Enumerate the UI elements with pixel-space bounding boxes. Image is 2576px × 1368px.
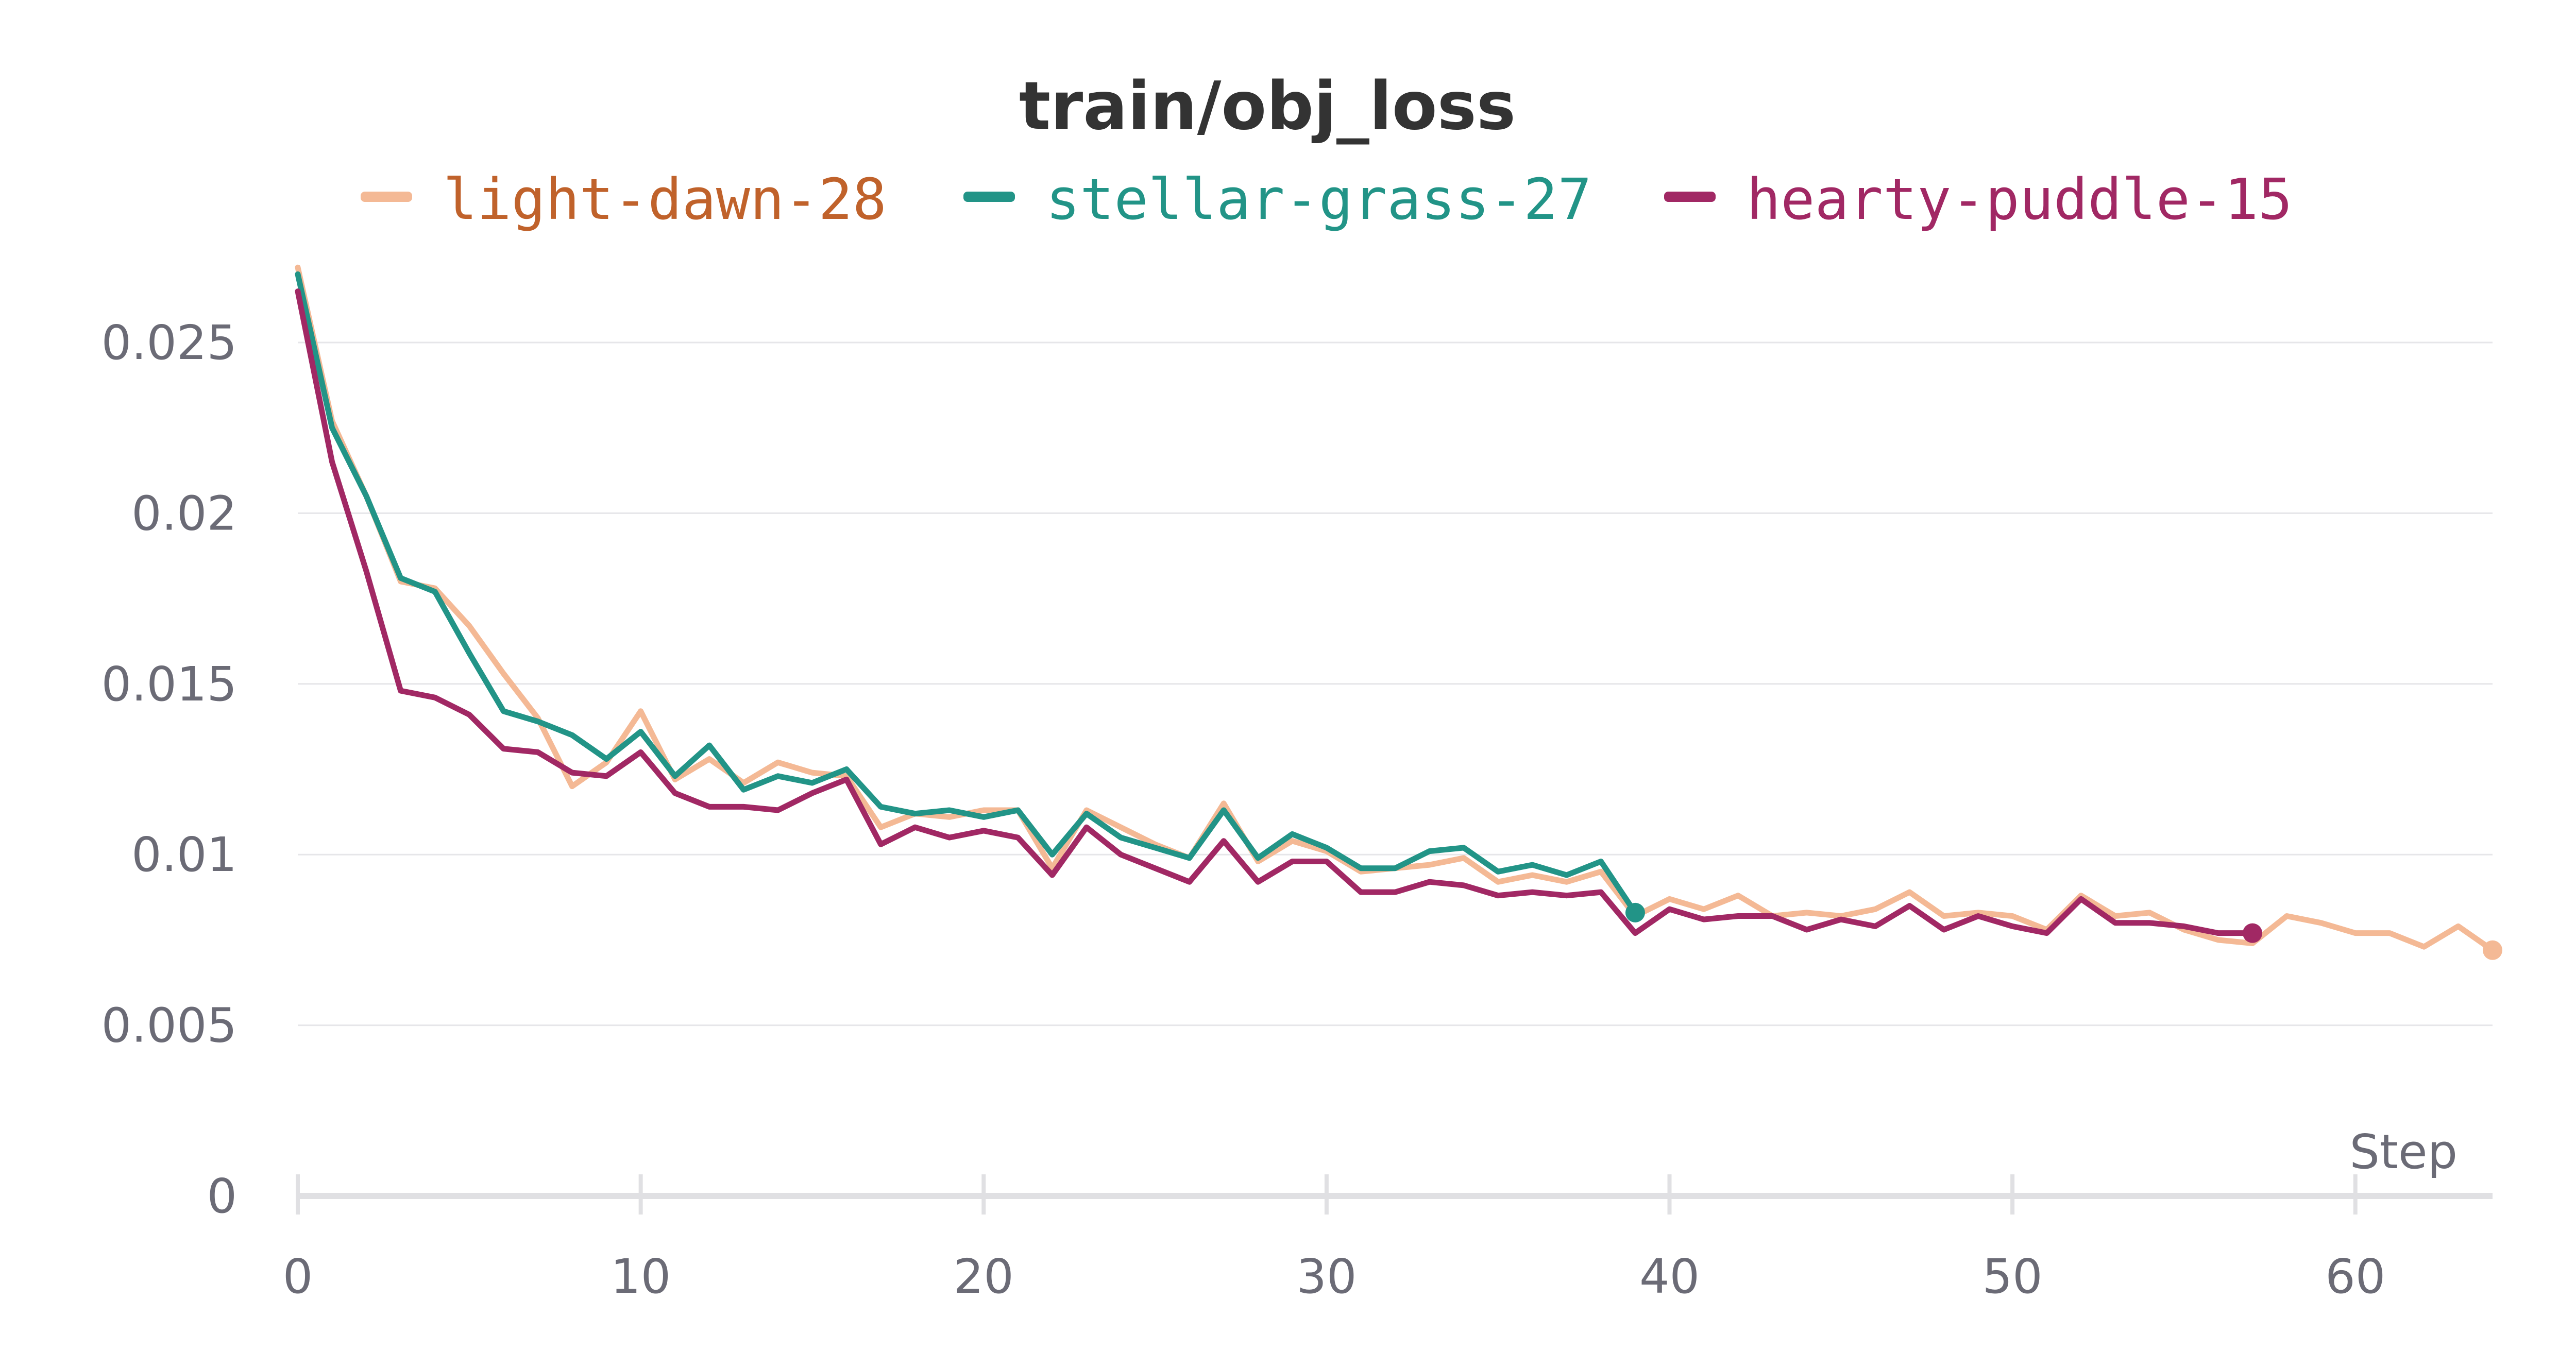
series-group <box>295 264 2502 960</box>
y-tick-label: 0.005 <box>101 998 237 1053</box>
legend-swatch <box>1664 192 1716 202</box>
legend-swatch <box>963 192 1015 202</box>
legend-swatch <box>361 192 412 202</box>
series-line-light-dawn-28 <box>295 264 2496 953</box>
y-tick-label: 0.015 <box>101 657 237 712</box>
legend-label: light-dawn-28 <box>443 166 887 232</box>
x-axis-title: Step <box>2350 1124 2458 1179</box>
x-tick-label: 0 <box>283 1249 313 1304</box>
series-line-stellar-grass-27 <box>295 271 1638 916</box>
grid <box>298 341 2493 1027</box>
series-endpoint-light-dawn-28 <box>2483 940 2502 960</box>
chart-title: train/obj_loss <box>1019 68 1516 145</box>
series-line-hearty-puddle-15 <box>295 288 2256 936</box>
series-endpoint-stellar-grass-27 <box>1625 902 1645 922</box>
x-tick-label: 40 <box>1639 1249 1700 1304</box>
y-tick-label: 0.025 <box>101 315 237 370</box>
legend-item: hearty-puddle-15 <box>1664 166 2293 232</box>
legend: light-dawn-28 stellar-grass-27 hearty-pudd… <box>361 166 2293 232</box>
legend-label: hearty-puddle-15 <box>1747 166 2293 232</box>
x-axis: 0 10 20 30 40 50 60 <box>283 1174 2493 1304</box>
legend-item: light-dawn-28 <box>361 166 887 232</box>
y-tick-label: 0 <box>207 1169 237 1224</box>
y-axis: 0 0.005 0.01 0.015 0.02 0.025 <box>101 315 237 1224</box>
x-tick-label: 50 <box>1982 1249 2043 1304</box>
x-tick-label: 20 <box>954 1249 1014 1304</box>
legend-item: stellar-grass-27 <box>963 166 1592 232</box>
x-tick-label: 30 <box>1296 1249 1357 1304</box>
y-tick-label: 0.01 <box>131 827 237 882</box>
legend-label: stellar-grass-27 <box>1046 166 1592 232</box>
y-tick-label: 0.02 <box>131 486 237 541</box>
series-endpoint-hearty-puddle-15 <box>2243 923 2263 943</box>
x-tick-label: 60 <box>2325 1249 2385 1304</box>
x-tick-label: 10 <box>611 1249 671 1304</box>
